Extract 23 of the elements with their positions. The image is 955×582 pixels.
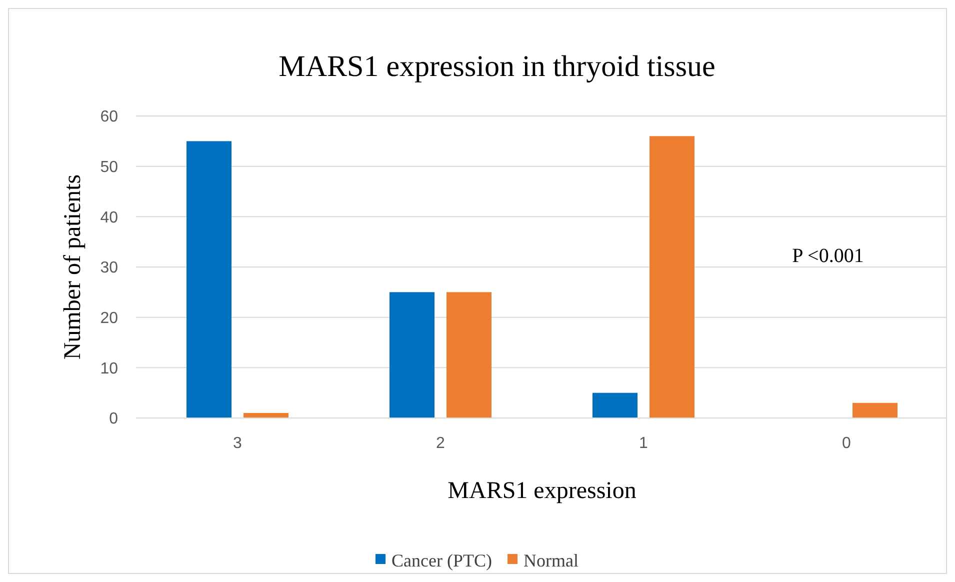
annotation: P <0.001 xyxy=(792,245,864,267)
y-axis-title: Number of patients xyxy=(60,174,86,360)
x-axis-title: MARS1 expression xyxy=(448,478,636,504)
x-tick-label: 0 xyxy=(842,435,852,452)
x-tick-label: 3 xyxy=(233,435,242,452)
chart-title: MARS1 expression in thryoid tissue xyxy=(278,50,716,83)
y-tick-label: 0 xyxy=(109,410,118,428)
bar xyxy=(446,292,492,418)
bar xyxy=(592,392,638,418)
y-tick-label: 40 xyxy=(100,209,118,226)
bar xyxy=(650,136,694,418)
x-tick-label: 1 xyxy=(639,435,648,452)
x-tick-label: 2 xyxy=(436,435,446,452)
y-tick-label: 50 xyxy=(100,158,118,176)
y-tick-label: 10 xyxy=(100,360,118,378)
y-tick-label: 20 xyxy=(100,310,118,327)
legend-label: Normal xyxy=(524,550,578,570)
y-tick-label: 60 xyxy=(100,108,118,126)
bar xyxy=(390,292,434,418)
legend-label: Cancer (PTC) xyxy=(392,550,492,570)
bar xyxy=(852,402,898,418)
bar xyxy=(186,141,232,418)
y-tick-label: 30 xyxy=(100,260,118,277)
